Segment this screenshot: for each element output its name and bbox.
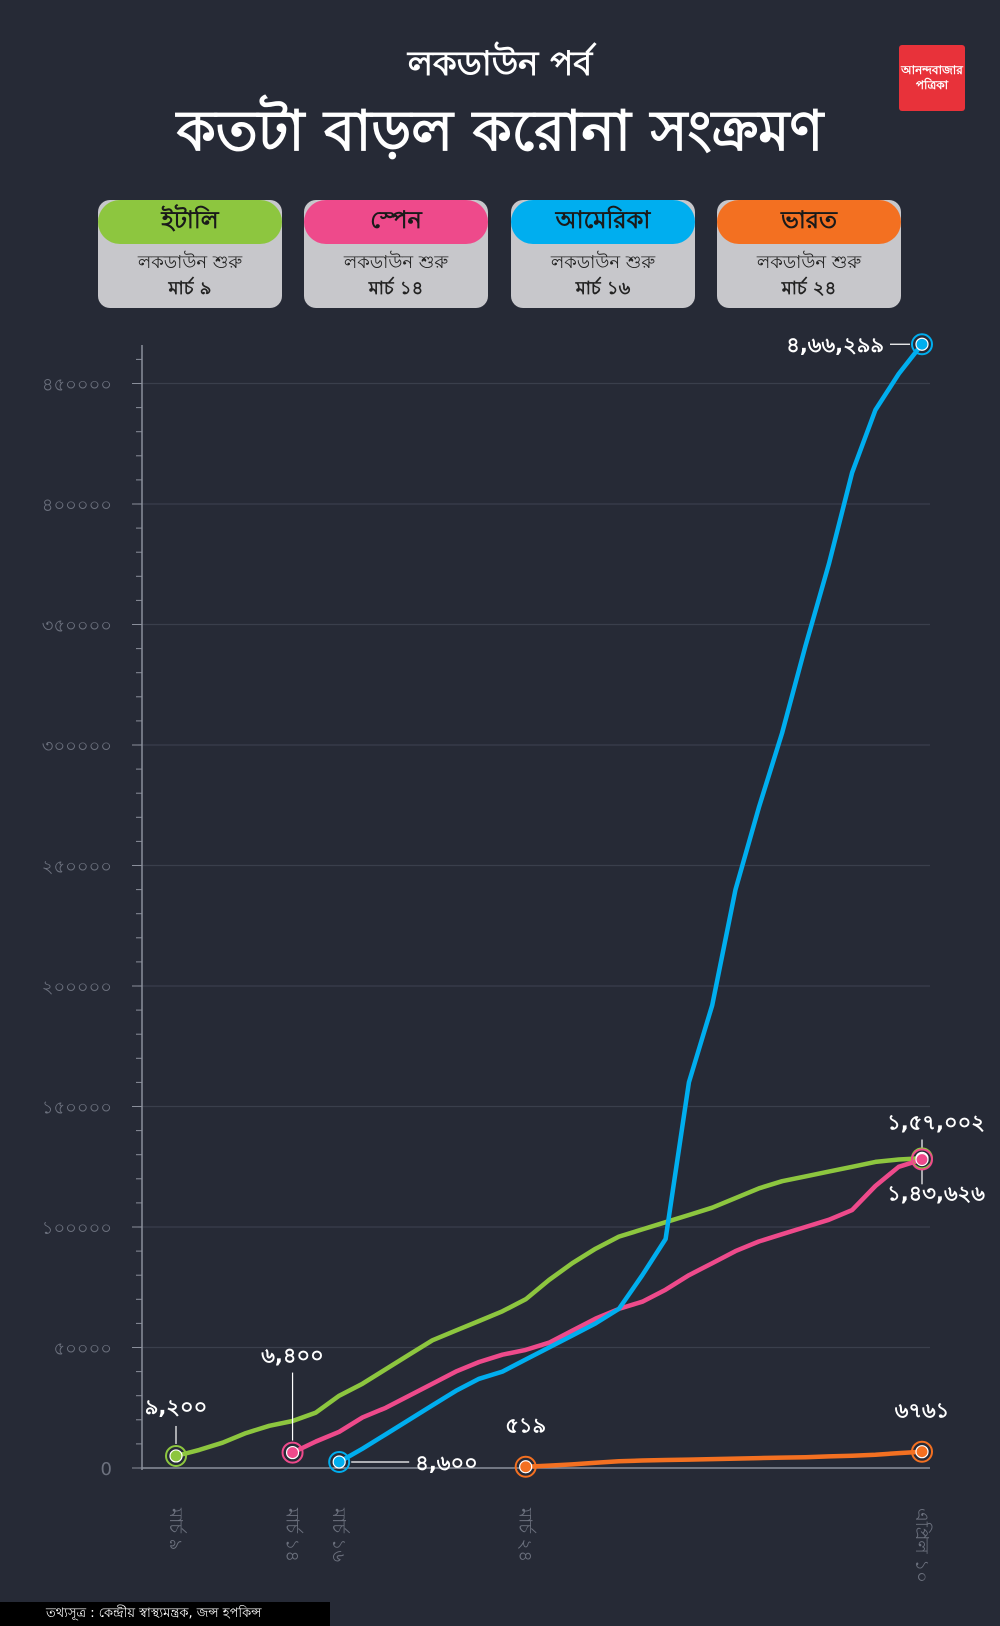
series-marker-ring [328, 1450, 351, 1473]
card-india-country: ভারত [717, 200, 901, 244]
card-italy-country: ইটালি [98, 200, 282, 244]
card-usa-date: মার্চ ১৬ [575, 278, 631, 299]
chart-subtitle: লকডাউন পর্ব [407, 44, 593, 84]
y-tick-label: ৫০০০০ [54, 1339, 113, 1360]
annotation-label: ১,৫৭,০০২ [887, 1111, 985, 1135]
x-tick-label: মার্চ ৯ [165, 1507, 187, 1550]
card-usa-country: আমেরিকা [511, 200, 695, 244]
series-lines [173, 341, 925, 1469]
source-footer: তথ্যসূত্র : কেন্দ্রীয় স্বাস্থ্যমন্ত্রক,… [0, 1602, 330, 1626]
y-tick-label: ৩৫০০০০ [42, 616, 112, 637]
card-usa-label: লকডাউন শুরু [550, 252, 656, 273]
line-chart: 0 ৫০০০০ ১০০০০০ ১৫০০০০ ২০০০০০ ২৫০০০০ ৩০০০০০ ৩৫০০… [42, 333, 986, 1583]
x-tick-label: মার্চ ২৪ [515, 1507, 537, 1562]
series-line [173, 1156, 925, 1459]
series-markers [165, 333, 933, 1478]
card-india: ভারত লকডাউন শুরু মার্চ ২৪ [717, 200, 901, 308]
series-marker-dot [519, 1460, 533, 1474]
series-line [336, 341, 925, 1465]
series-marker-ring [911, 1148, 933, 1171]
y-tick-label: ১০০০০০ [42, 1218, 112, 1239]
series-marker-dot [285, 1445, 300, 1460]
series-line [523, 1449, 925, 1469]
card-spain-country: স্পেন [304, 200, 488, 244]
series-marker-dot [915, 1445, 929, 1459]
x-tick-label: এপ্রিল ১০ [911, 1508, 932, 1583]
series-marker-dot [332, 1455, 346, 1469]
annotations: ৯,২০০ ৬,৪০০ ৪,৬০০ ৫১৯ ৪,৬৬,২৯৯ ১,৫৭,০০২ ১,৪৩,৬… [145, 333, 986, 1475]
series-marker-dot [915, 337, 929, 351]
card-italy: ইটালি লকডাউন শুরু মার্চ ৯ [98, 200, 282, 308]
series-marker-ring [165, 1444, 187, 1467]
card-italy-date: মার্চ ৯ [168, 278, 212, 299]
series-marker-dot [169, 1449, 183, 1463]
y-axis: 0 ৫০০০০ ১০০০০০ ১৫০০০০ ২০০০০০ ২৫০০০০ ৩০০০০০ ৩৫০০… [42, 345, 143, 1480]
y-tick-label: ২০০০০০ [42, 977, 112, 998]
x-tick-label: মার্চ ১৪ [282, 1507, 304, 1562]
x-tick-label: মার্চ ১৬ [328, 1507, 350, 1562]
chart-title: কতটা বাড়ল করোনা সংক্রমণ [176, 99, 824, 164]
card-india-date: মার্চ ২৪ [781, 278, 837, 299]
header: লকডাউন পর্ব কতটা বাড়ল করোনা সংক্রমণ আনন… [0, 0, 1000, 170]
annotation-label: ৪,৬০০ [415, 1451, 478, 1475]
annotation-label: ৬,৪০০ [261, 1344, 324, 1368]
logo-line-2: পত্রিকা [915, 78, 949, 92]
card-india-label: লকডাউন শুরু [756, 252, 862, 273]
annotation-label: ৯,২০০ [145, 1395, 208, 1419]
y-tick-label: ৩০০০০০ [42, 736, 112, 757]
card-spain-label: লকডাউন শুরু [343, 252, 449, 273]
series-marker-ring [911, 333, 933, 356]
lockdown-cards: ইটালি লকডাউন শুরু মার্চ ৯ স্পেন লকডাউন শ… [0, 200, 1000, 310]
y-tick-label: 0 [101, 1459, 112, 1480]
logo-line-1: আনন্দবাজার [901, 63, 963, 77]
annotation-label: ৬৭৬১ [895, 1399, 950, 1423]
series-marker-dot [915, 1152, 929, 1167]
y-tick-label: ১৫০০০০ [42, 1098, 112, 1119]
y-tick-label: ৪০০০০০ [42, 495, 112, 516]
card-italy-label: লকডাউন শুরু [137, 252, 243, 273]
x-axis: মার্চ ৯ মার্চ ১৪ মার্চ ১৬ মার্চ ২৪ এপ্রিল ১০ [142, 1467, 932, 1583]
annotation-label: ১,৪৩,৬২৬ [887, 1181, 985, 1205]
series-marker-ring [911, 1440, 933, 1463]
gridlines [138, 382, 930, 1469]
series-marker-ring [281, 1441, 304, 1464]
y-tick-label: ২৫০০০০ [42, 857, 112, 878]
card-spain: স্পেন লকডাউন শুরু মার্চ ১৪ [304, 200, 488, 308]
card-usa: আমেরিকা লকডাউন শুরু মার্চ ১৬ [511, 200, 695, 308]
annotation-label: ৪,৬৬,২৯৯ [786, 333, 884, 357]
series-line [290, 1157, 925, 1455]
y-tick-label: ৪৫০০০০ [42, 375, 112, 396]
series-marker-ring [514, 1455, 537, 1478]
annotation-label: ৫১৯ [505, 1414, 546, 1438]
card-spain-date: মার্চ ১৪ [368, 278, 424, 299]
publisher-logo: আনন্দবাজার পত্রিকা [899, 45, 965, 111]
